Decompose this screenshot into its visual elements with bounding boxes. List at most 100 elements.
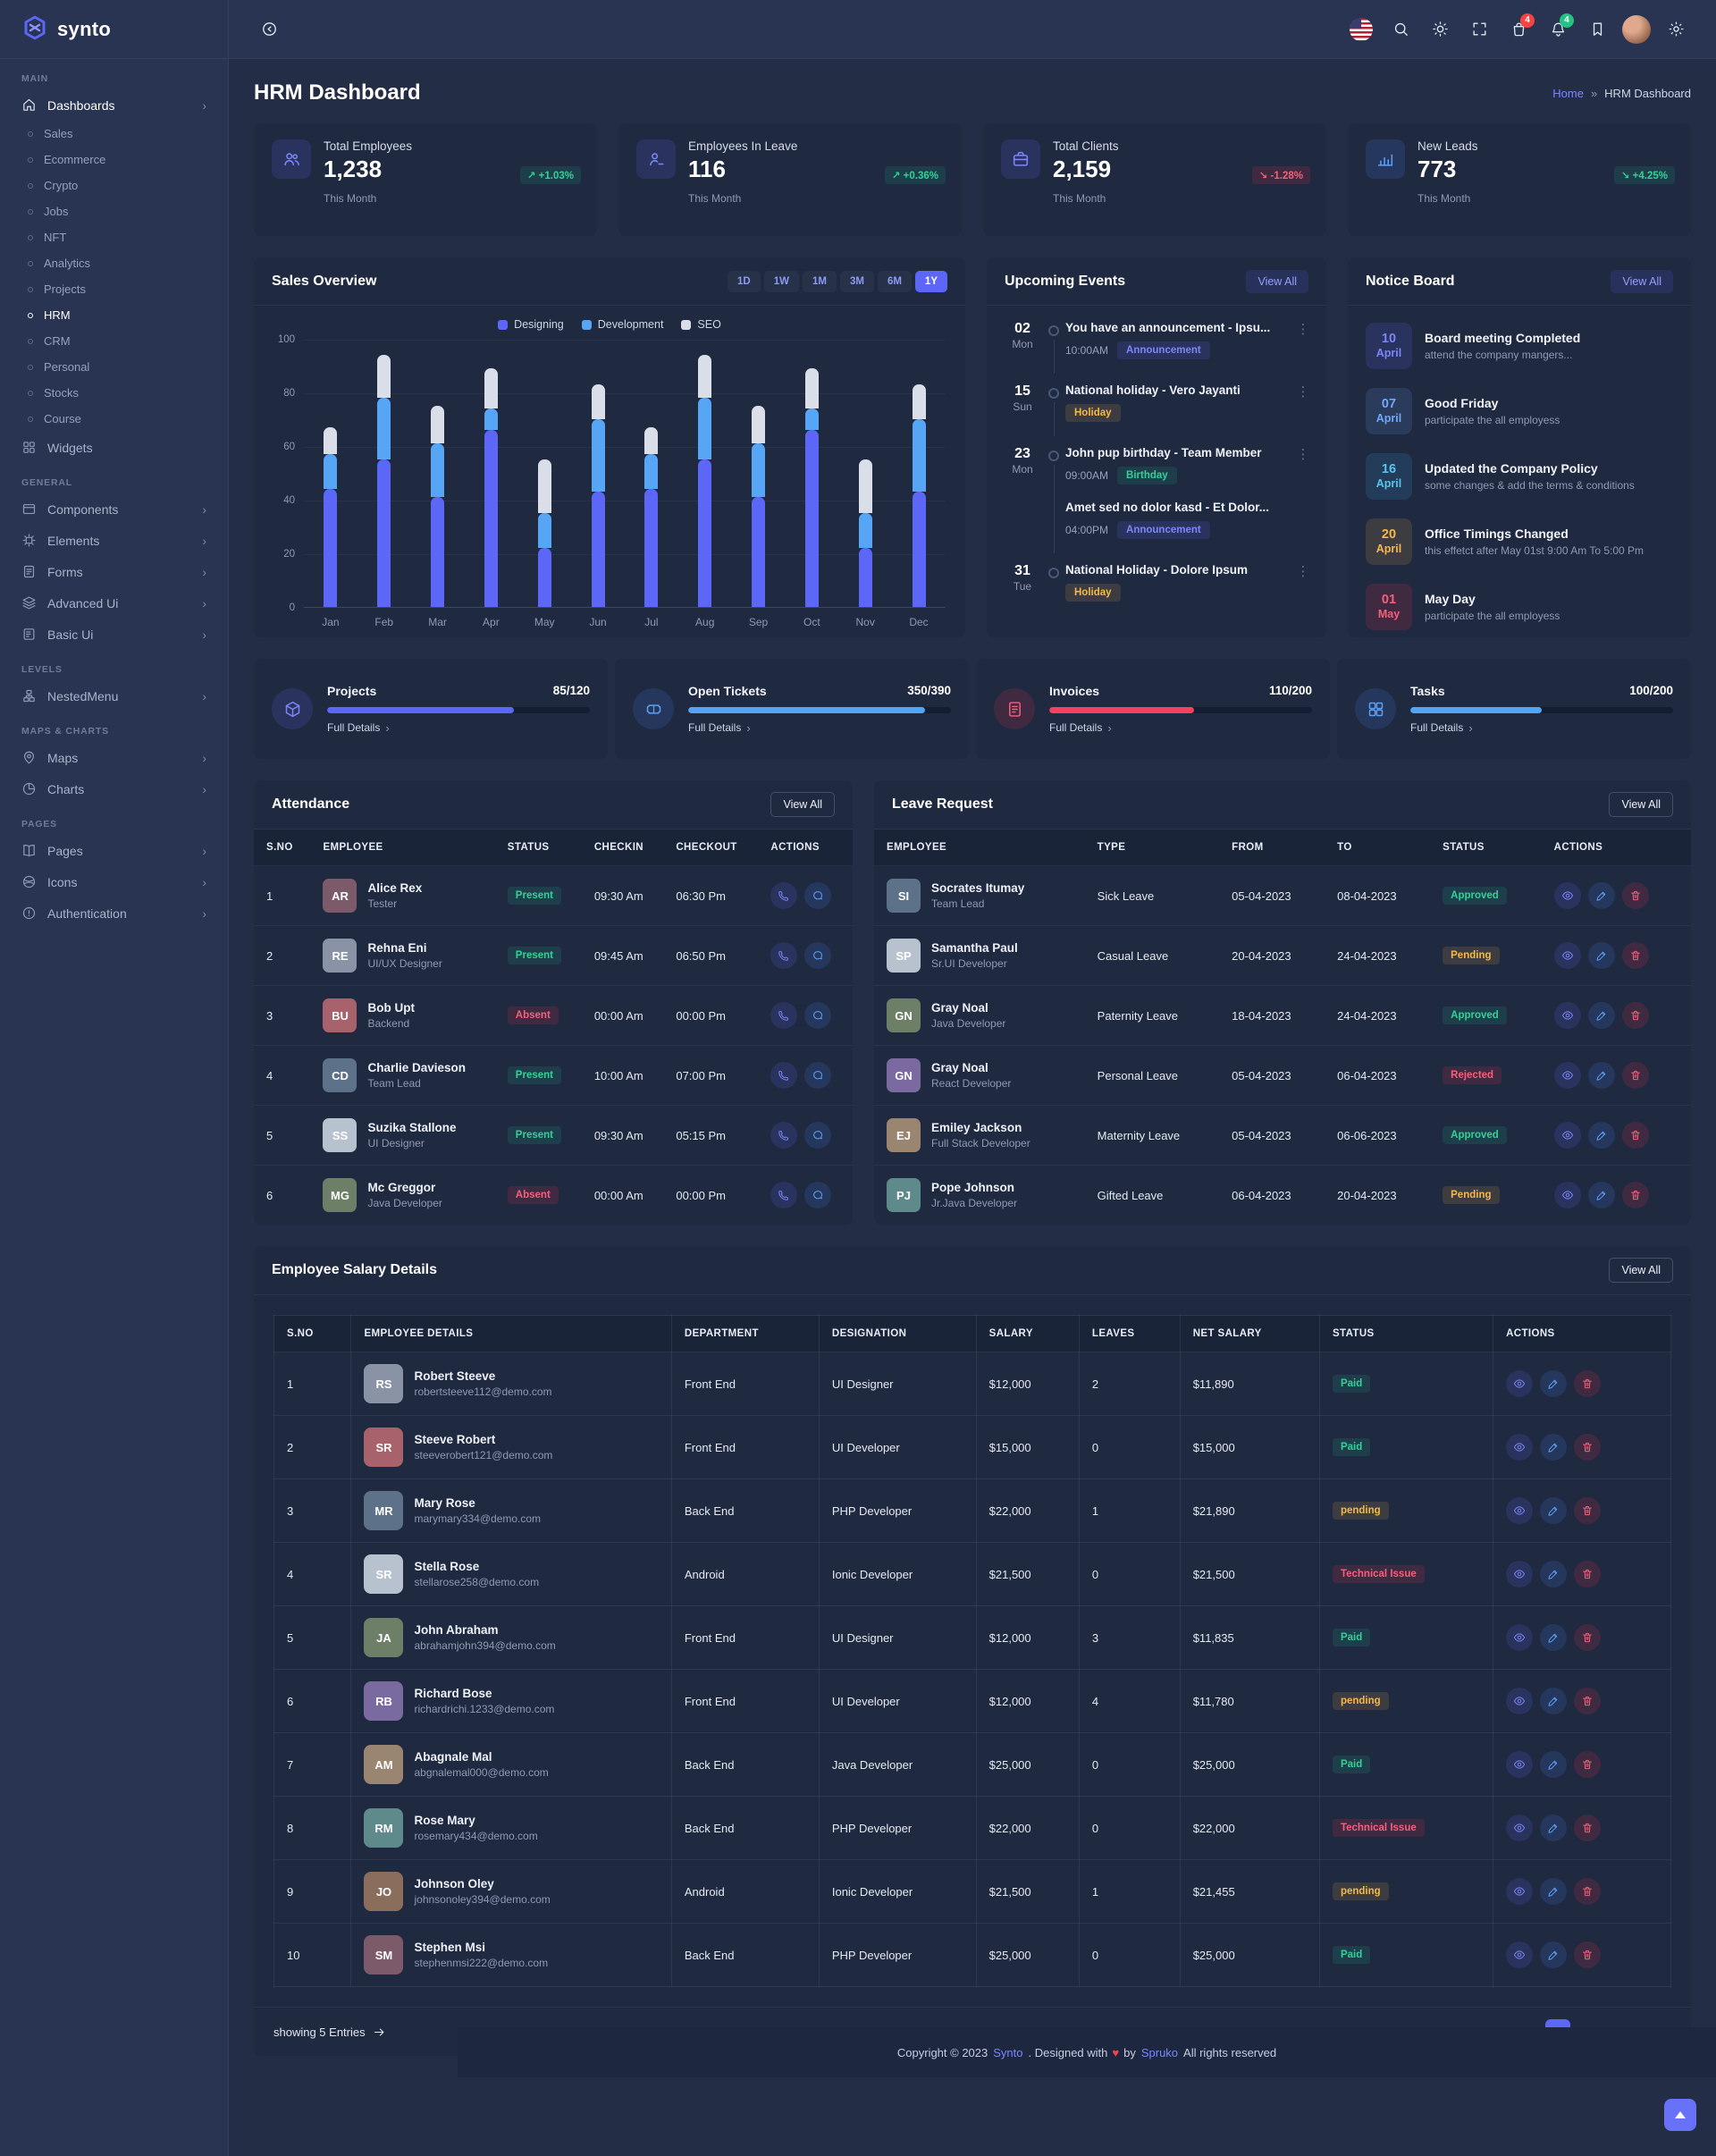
- pencil-action-button[interactable]: [1540, 1624, 1568, 1651]
- phone-action-button[interactable]: [770, 942, 798, 969]
- sidebar-item-components[interactable]: Components ›: [0, 493, 228, 525]
- chat-action-button[interactable]: [804, 942, 832, 969]
- stacked-bar-jan[interactable]: [324, 427, 338, 607]
- legend-item-development[interactable]: Development: [581, 318, 663, 331]
- sidebar-subitem-course[interactable]: Course: [0, 406, 228, 432]
- pencil-action-button[interactable]: [1540, 1497, 1568, 1524]
- pencil-action-button[interactable]: [1587, 1062, 1615, 1089]
- sidebar-item-advanced-ui[interactable]: Advanced Ui ›: [0, 587, 228, 619]
- header-bookmark-button[interactable]: [1580, 13, 1614, 46]
- pencil-action-button[interactable]: [1587, 1002, 1615, 1029]
- kebab-menu-icon[interactable]: ⋮: [1296, 447, 1310, 462]
- header-avatar-button[interactable]: [1619, 13, 1653, 46]
- pencil-action-button[interactable]: [1540, 1370, 1568, 1397]
- scroll-to-top-button[interactable]: [1664, 2099, 1696, 2131]
- eye-action-button[interactable]: [1553, 942, 1581, 969]
- eye-action-button[interactable]: [1506, 1497, 1534, 1524]
- sidebar-item-nestedmenu[interactable]: NestedMenu ›: [0, 680, 228, 712]
- header-flag-button[interactable]: [1344, 13, 1378, 46]
- leave-view-all-button[interactable]: View All: [1609, 792, 1673, 817]
- full-details-link[interactable]: Full Details ›: [327, 721, 590, 735]
- pencil-action-button[interactable]: [1540, 1751, 1568, 1778]
- attendance-view-all-button[interactable]: View All: [770, 792, 835, 817]
- header-bell-button[interactable]: 4: [1541, 13, 1575, 46]
- sidebar-subitem-sales[interactable]: Sales: [0, 121, 228, 147]
- sidebar-item-basic-ui[interactable]: Basic Ui ›: [0, 619, 228, 650]
- sidebar-item-pages[interactable]: Pages ›: [0, 835, 228, 866]
- trash-action-button[interactable]: [1574, 1561, 1602, 1588]
- pencil-action-button[interactable]: [1540, 1815, 1568, 1841]
- designer-link[interactable]: Spruko: [1140, 2045, 1179, 2059]
- sidebar-subitem-projects[interactable]: Projects: [0, 276, 228, 302]
- sidebar-item-authentication[interactable]: Authentication ›: [0, 897, 228, 929]
- sidebar-subitem-crypto[interactable]: Crypto: [0, 173, 228, 198]
- legend-item-seo[interactable]: SEO: [681, 318, 721, 331]
- eye-action-button[interactable]: [1553, 882, 1581, 909]
- stacked-bar-may[interactable]: [537, 459, 551, 607]
- kebab-menu-icon[interactable]: ⋮: [1296, 322, 1310, 337]
- trash-action-button[interactable]: [1621, 882, 1649, 909]
- eye-action-button[interactable]: [1506, 1561, 1534, 1588]
- salary-view-all-button[interactable]: View All: [1609, 1258, 1673, 1283]
- header-bag-button[interactable]: 4: [1502, 13, 1535, 46]
- sidebar-item-charts[interactable]: Charts ›: [0, 773, 228, 804]
- pencil-action-button[interactable]: [1540, 1434, 1568, 1461]
- stacked-bar-jun[interactable]: [591, 384, 605, 607]
- range-button-1m[interactable]: 1M: [802, 270, 837, 292]
- trash-action-button[interactable]: [1574, 1370, 1602, 1397]
- full-details-link[interactable]: Full Details ›: [1410, 721, 1673, 735]
- eye-action-button[interactable]: [1506, 1434, 1534, 1461]
- events-view-all-button[interactable]: View All: [1246, 269, 1308, 293]
- sidebar-subitem-personal[interactable]: Personal: [0, 354, 228, 380]
- stacked-bar-nov[interactable]: [858, 459, 872, 607]
- header-sun-button[interactable]: [1423, 13, 1457, 46]
- stacked-bar-mar[interactable]: [431, 406, 445, 607]
- stacked-bar-dec[interactable]: [912, 384, 926, 607]
- sidebar-subitem-crm[interactable]: CRM: [0, 328, 228, 354]
- trash-action-button[interactable]: [1621, 1062, 1649, 1089]
- trash-action-button[interactable]: [1574, 1434, 1602, 1461]
- chat-action-button[interactable]: [804, 1122, 832, 1149]
- stacked-bar-apr[interactable]: [484, 368, 498, 607]
- sidebar-item-elements[interactable]: Elements ›: [0, 525, 228, 556]
- header-gear-button[interactable]: [1659, 13, 1693, 46]
- sidebar-subitem-hrm[interactable]: HRM: [0, 302, 228, 328]
- trash-action-button[interactable]: [1621, 1002, 1649, 1029]
- sidebar-subitem-jobs[interactable]: Jobs: [0, 198, 228, 224]
- trash-action-button[interactable]: [1621, 942, 1649, 969]
- stacked-bar-jul[interactable]: [644, 427, 659, 607]
- trash-action-button[interactable]: [1574, 1751, 1602, 1778]
- full-details-link[interactable]: Full Details ›: [688, 721, 951, 735]
- chat-action-button[interactable]: [804, 1182, 832, 1209]
- pencil-action-button[interactable]: [1587, 942, 1615, 969]
- pencil-action-button[interactable]: [1587, 1122, 1615, 1149]
- notices-view-all-button[interactable]: View All: [1611, 269, 1673, 293]
- trash-action-button[interactable]: [1621, 1182, 1649, 1209]
- phone-action-button[interactable]: [770, 882, 798, 909]
- trash-action-button[interactable]: [1621, 1122, 1649, 1149]
- sidebar-item-dashboards[interactable]: Dashboards ›: [0, 89, 228, 121]
- sidebar-subitem-analytics[interactable]: Analytics: [0, 250, 228, 276]
- stacked-bar-oct[interactable]: [804, 368, 819, 607]
- breadcrumb-home-link[interactable]: Home: [1552, 86, 1584, 100]
- pencil-action-button[interactable]: [1587, 1182, 1615, 1209]
- sidebar-subitem-ecommerce[interactable]: Ecommerce: [0, 147, 228, 173]
- phone-action-button[interactable]: [770, 1002, 798, 1029]
- trash-action-button[interactable]: [1574, 1624, 1602, 1651]
- eye-action-button[interactable]: [1506, 1941, 1534, 1968]
- pencil-action-button[interactable]: [1587, 882, 1615, 909]
- trash-action-button[interactable]: [1574, 1497, 1602, 1524]
- chat-action-button[interactable]: [804, 1062, 832, 1089]
- chat-action-button[interactable]: [804, 1002, 832, 1029]
- sidebar-item-widgets[interactable]: Widgets: [0, 432, 228, 463]
- eye-action-button[interactable]: [1506, 1751, 1534, 1778]
- eye-action-button[interactable]: [1553, 1182, 1581, 1209]
- logo[interactable]: synto: [0, 0, 228, 59]
- legend-item-designing[interactable]: Designing: [498, 318, 564, 331]
- eye-action-button[interactable]: [1553, 1062, 1581, 1089]
- trash-action-button[interactable]: [1574, 1878, 1602, 1905]
- chat-action-button[interactable]: [804, 882, 832, 909]
- header-fullscreen-button[interactable]: [1462, 13, 1496, 46]
- phone-action-button[interactable]: [770, 1182, 798, 1209]
- phone-action-button[interactable]: [770, 1062, 798, 1089]
